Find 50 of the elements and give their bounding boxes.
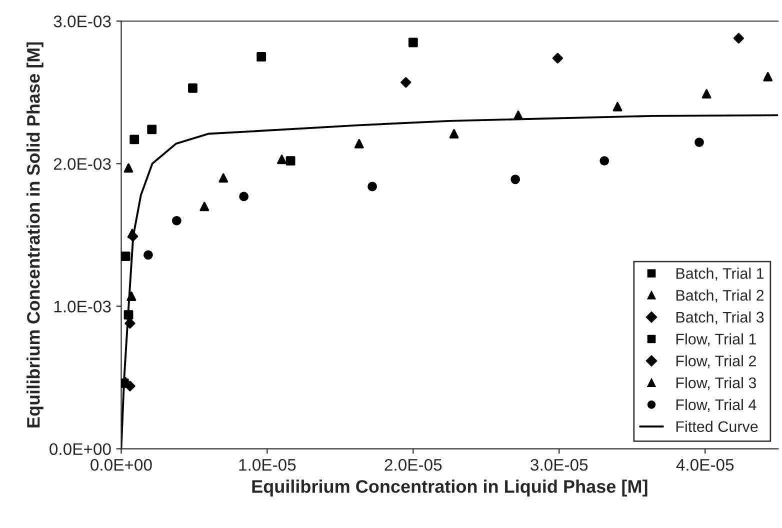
- point: [400, 77, 412, 88]
- point: [408, 38, 418, 48]
- x-tick-label: 4.0E-05: [676, 458, 734, 471]
- point: [147, 124, 157, 134]
- x-tick-label: 0.0E+00: [90, 458, 152, 471]
- legend-label: Flow, Trial 4: [676, 398, 756, 412]
- point: [144, 250, 153, 260]
- legend-label: Flow, Trial 1: [676, 333, 756, 346]
- legend-label: Batch, Trial 3: [676, 311, 764, 324]
- point: [694, 138, 704, 148]
- point: [449, 129, 459, 138]
- point: [172, 216, 182, 226]
- point: [239, 192, 249, 202]
- point: [286, 156, 296, 166]
- x-axis-title: Equilibrium Concentration in Liquid Phase [M]: [252, 480, 648, 496]
- point: [126, 292, 136, 301]
- point: [510, 174, 520, 184]
- point: [130, 134, 140, 144]
- x-tick-label: 2.0E-05: [384, 458, 442, 471]
- legend-label: Batch, Trial 1: [676, 268, 764, 281]
- point: [124, 163, 134, 173]
- point: [188, 83, 198, 93]
- point: [128, 231, 138, 242]
- legend-label: Flow, Trial 2: [676, 355, 756, 368]
- y-tick-label: 3.0E-03: [54, 16, 111, 28]
- point: [354, 139, 364, 148]
- point: [124, 310, 134, 320]
- y-tick-label: 2.0E-03: [54, 158, 111, 170]
- y-tick-label: 0.0E+00: [50, 443, 111, 456]
- legend-label: Batch, Trial 2: [676, 290, 764, 303]
- y-axis-title: Equilibrium Concentration in Solid Phase [M]: [26, 42, 44, 428]
- point: [121, 252, 130, 262]
- point: [200, 202, 210, 212]
- point: [256, 52, 266, 62]
- point: [552, 52, 563, 64]
- point: [612, 102, 622, 112]
- y-tick-label: 1.0E-03: [54, 300, 111, 312]
- x-tick-label: 3.0E-05: [530, 458, 588, 471]
- point: [218, 173, 228, 183]
- x-tick-label: 1.0E-05: [239, 458, 296, 471]
- point: [763, 72, 773, 82]
- point: [600, 156, 610, 166]
- point: [733, 32, 744, 44]
- point: [277, 154, 286, 164]
- point: [368, 182, 377, 192]
- point: [124, 318, 136, 329]
- legend-label: Fitted Curve: [676, 420, 758, 432]
- legend-label: Flow, Trial 3: [676, 377, 756, 390]
- point: [702, 89, 712, 99]
- point: [124, 380, 136, 392]
